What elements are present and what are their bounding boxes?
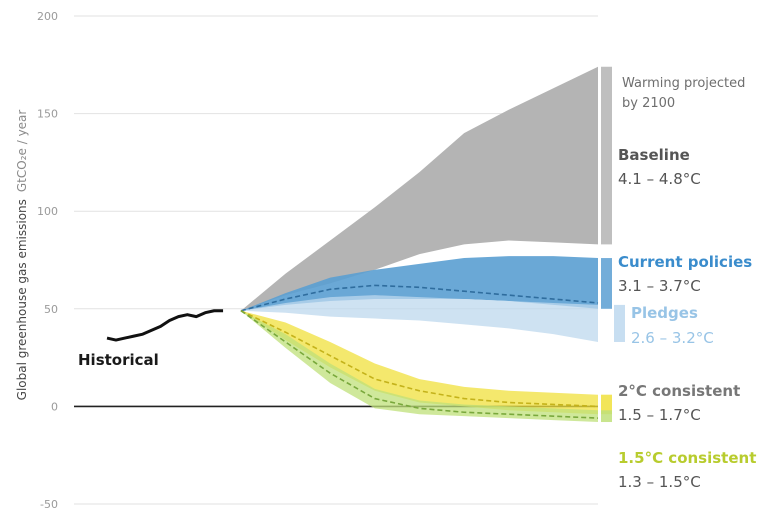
two-degree-median bbox=[240, 310, 599, 408]
range-bars bbox=[601, 66, 625, 423]
current-policies-range-bar bbox=[601, 258, 612, 309]
current-policies-median bbox=[240, 284, 599, 312]
historical-label: Historical bbox=[78, 351, 159, 369]
one-point-five-degree-band bbox=[240, 310, 598, 423]
pledges-range: 2.6 – 3.2°C bbox=[631, 329, 714, 347]
baseline-label: Baseline bbox=[618, 146, 690, 164]
one-point-five-degree-label: 1.5°C consistent bbox=[618, 449, 756, 467]
warming-annotation: Warming projected by 2100 bbox=[622, 76, 750, 111]
pledges-band bbox=[240, 295, 598, 342]
warming-annotation-line-1: Warming projected bbox=[622, 76, 745, 91]
y-tick-label: 200 bbox=[37, 10, 58, 23]
baseline-range: 4.1 – 4.8°C bbox=[618, 170, 701, 188]
pledges-label: Pledges bbox=[631, 304, 698, 322]
median-lines bbox=[106, 284, 599, 419]
scenario-bands bbox=[240, 66, 598, 423]
y-tick-label: 50 bbox=[44, 303, 58, 316]
y-tick-label: 0 bbox=[51, 400, 58, 413]
one-point-five-degree-range-bar bbox=[601, 410, 612, 423]
y-tick-label: -50 bbox=[40, 498, 58, 508]
baseline-range-bar bbox=[601, 66, 612, 245]
two-degree-band bbox=[240, 310, 598, 415]
current-policies-label: Current policies bbox=[618, 253, 752, 271]
baseline-band bbox=[240, 66, 598, 311]
warming-annotation-line-2: by 2100 bbox=[622, 96, 675, 111]
one-point-five-degree-median bbox=[240, 310, 599, 419]
two-degree-range: 1.5 – 1.7°C bbox=[618, 406, 701, 424]
y-tick-label: 150 bbox=[37, 108, 58, 121]
two-degree-range-bar bbox=[601, 394, 612, 415]
one-point-five-degree-range: 1.3 – 1.5°C bbox=[618, 473, 701, 491]
current-policies-range: 3.1 – 3.7°C bbox=[618, 277, 701, 295]
two-degree-label: 2°C consistent bbox=[618, 382, 740, 400]
pledges-range-bar bbox=[614, 304, 625, 342]
y-axis-label: Global greenhouse gas emissionsGtCO₂e / … bbox=[15, 110, 29, 401]
y-tick-label: 100 bbox=[37, 205, 58, 218]
historical-line bbox=[106, 309, 224, 342]
